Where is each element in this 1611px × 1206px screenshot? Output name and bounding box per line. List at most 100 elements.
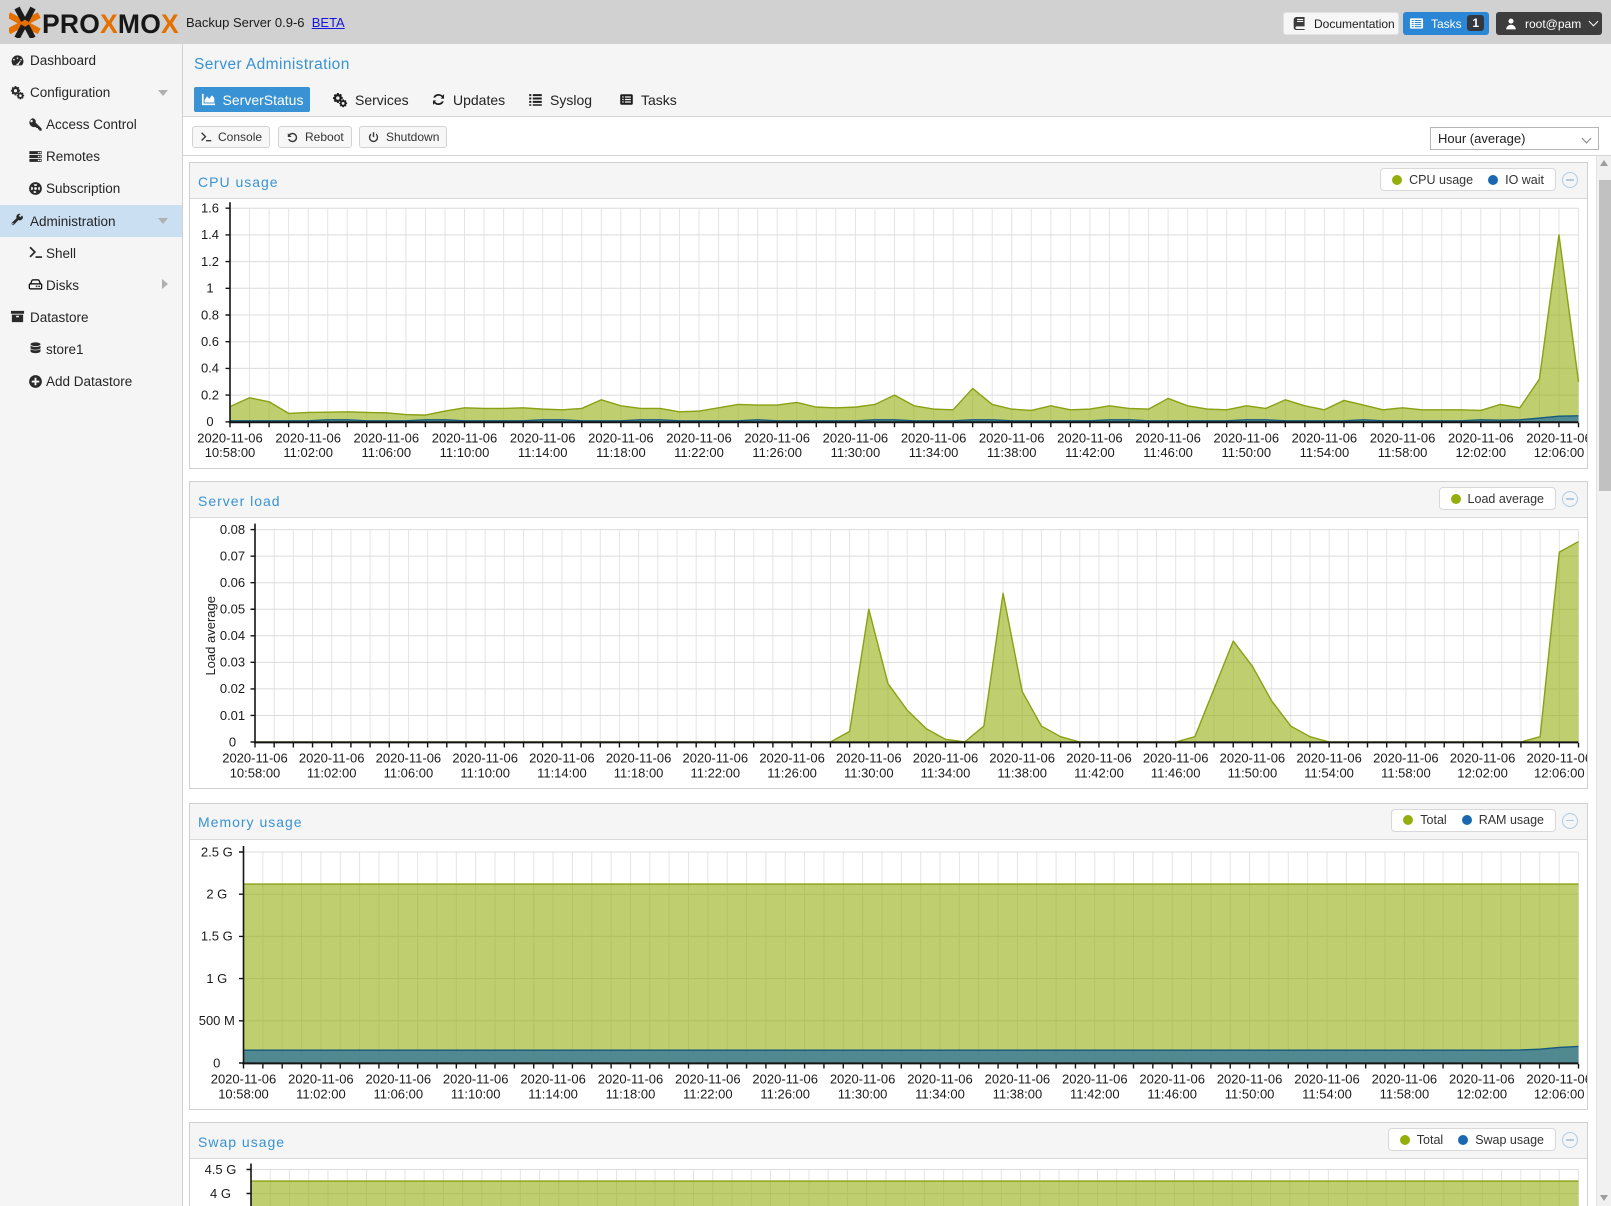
svg-text:2020-11-06: 2020-11-06 xyxy=(901,430,967,445)
svg-text:2020-11-06: 2020-11-06 xyxy=(1220,751,1286,766)
svg-text:11:30:00: 11:30:00 xyxy=(844,765,894,780)
svg-text:11:26:00: 11:26:00 xyxy=(752,445,802,460)
svg-text:2020-11-06: 2020-11-06 xyxy=(432,430,498,445)
svg-text:2020-11-06: 2020-11-06 xyxy=(1527,751,1587,766)
svg-text:11:46:00: 11:46:00 xyxy=(1143,445,1193,460)
svg-text:0.05: 0.05 xyxy=(220,602,245,617)
svg-text:1.2: 1.2 xyxy=(201,254,219,269)
svg-text:2020-11-06: 2020-11-06 xyxy=(989,751,1055,766)
svg-text:11:42:00: 11:42:00 xyxy=(1065,445,1115,460)
svg-text:10:58:00: 10:58:00 xyxy=(205,445,256,460)
svg-text:1.5 G: 1.5 G xyxy=(201,928,233,943)
svg-text:0.8: 0.8 xyxy=(201,307,219,322)
svg-text:0: 0 xyxy=(213,1055,220,1070)
svg-text:2 G: 2 G xyxy=(206,886,227,901)
svg-text:1: 1 xyxy=(206,281,213,296)
svg-text:11:38:00: 11:38:00 xyxy=(993,1086,1043,1101)
svg-text:11:22:00: 11:22:00 xyxy=(690,765,740,780)
svg-text:2020-11-06: 2020-11-06 xyxy=(744,430,810,445)
svg-text:PROXMOX: PROXMOX xyxy=(42,9,179,38)
svg-text:2020-11-06: 2020-11-06 xyxy=(759,751,825,766)
svg-text:2020-11-06: 2020-11-06 xyxy=(1296,751,1362,766)
svg-text:2020-11-06: 2020-11-06 xyxy=(907,1071,973,1086)
svg-text:2020-11-06: 2020-11-06 xyxy=(830,1071,896,1086)
svg-text:0.6: 0.6 xyxy=(201,334,219,349)
svg-text:11:26:00: 11:26:00 xyxy=(760,1086,810,1101)
svg-text:11:50:00: 11:50:00 xyxy=(1225,1086,1275,1101)
svg-text:2020-11-06: 2020-11-06 xyxy=(520,1071,586,1086)
svg-text:11:06:00: 11:06:00 xyxy=(384,765,434,780)
svg-text:11:42:00: 11:42:00 xyxy=(1074,765,1124,780)
svg-text:0.06: 0.06 xyxy=(220,575,245,590)
svg-text:2020-11-06: 2020-11-06 xyxy=(1062,1071,1128,1086)
svg-text:0.03: 0.03 xyxy=(220,655,245,670)
svg-text:0.01: 0.01 xyxy=(220,708,245,723)
svg-text:2020-11-06: 2020-11-06 xyxy=(1373,751,1439,766)
svg-text:2020-11-06: 2020-11-06 xyxy=(1449,1071,1515,1086)
svg-text:2020-11-06: 2020-11-06 xyxy=(666,430,732,445)
svg-text:2020-11-06: 2020-11-06 xyxy=(1217,1071,1283,1086)
svg-text:11:18:00: 11:18:00 xyxy=(614,765,664,780)
svg-text:11:54:00: 11:54:00 xyxy=(1300,445,1350,460)
svg-text:2020-11-06: 2020-11-06 xyxy=(979,430,1045,445)
svg-text:2020-11-06: 2020-11-06 xyxy=(197,430,263,445)
svg-text:2020-11-06: 2020-11-06 xyxy=(1526,1071,1587,1086)
svg-text:12:02:00: 12:02:00 xyxy=(1456,1086,1507,1101)
svg-text:2020-11-06: 2020-11-06 xyxy=(1526,430,1587,445)
svg-text:11:58:00: 11:58:00 xyxy=(1378,445,1428,460)
svg-text:11:14:00: 11:14:00 xyxy=(537,765,587,780)
svg-text:11:02:00: 11:02:00 xyxy=(296,1086,346,1101)
svg-text:11:58:00: 11:58:00 xyxy=(1380,1086,1430,1101)
svg-text:2020-11-06: 2020-11-06 xyxy=(354,430,420,445)
svg-text:2020-11-06: 2020-11-06 xyxy=(366,1071,432,1086)
svg-text:11:34:00: 11:34:00 xyxy=(921,765,971,780)
svg-text:11:18:00: 11:18:00 xyxy=(606,1086,656,1101)
svg-text:2020-11-06: 2020-11-06 xyxy=(823,430,889,445)
svg-text:11:34:00: 11:34:00 xyxy=(909,445,959,460)
svg-text:11:14:00: 11:14:00 xyxy=(518,445,568,460)
svg-text:11:26:00: 11:26:00 xyxy=(767,765,817,780)
svg-text:2020-11-06: 2020-11-06 xyxy=(1066,751,1132,766)
svg-text:11:30:00: 11:30:00 xyxy=(838,1086,888,1101)
svg-text:11:42:00: 11:42:00 xyxy=(1070,1086,1120,1101)
svg-text:11:38:00: 11:38:00 xyxy=(997,765,1047,780)
svg-text:2.5 G: 2.5 G xyxy=(201,844,233,859)
svg-text:0: 0 xyxy=(206,414,213,429)
svg-text:2020-11-06: 2020-11-06 xyxy=(1214,430,1280,445)
svg-text:2020-11-06: 2020-11-06 xyxy=(1448,430,1514,445)
svg-text:0: 0 xyxy=(229,734,236,749)
svg-text:2020-11-06: 2020-11-06 xyxy=(1143,751,1209,766)
svg-text:0.4: 0.4 xyxy=(201,361,219,376)
svg-text:11:06:00: 11:06:00 xyxy=(361,445,411,460)
svg-text:4.5 G: 4.5 G xyxy=(205,1162,237,1177)
svg-text:2020-11-06: 2020-11-06 xyxy=(1370,430,1436,445)
svg-text:2020-11-06: 2020-11-06 xyxy=(913,751,979,766)
svg-text:11:18:00: 11:18:00 xyxy=(596,445,646,460)
svg-text:4 G: 4 G xyxy=(210,1186,231,1201)
svg-text:11:30:00: 11:30:00 xyxy=(831,445,881,460)
svg-text:12:06:00: 12:06:00 xyxy=(1534,445,1585,460)
svg-text:10:58:00: 10:58:00 xyxy=(218,1086,269,1101)
svg-text:10:58:00: 10:58:00 xyxy=(230,765,281,780)
svg-text:11:02:00: 11:02:00 xyxy=(283,445,333,460)
svg-text:2020-11-06: 2020-11-06 xyxy=(529,751,595,766)
svg-text:12:02:00: 12:02:00 xyxy=(1455,445,1506,460)
svg-text:12:06:00: 12:06:00 xyxy=(1534,765,1585,780)
svg-text:11:46:00: 11:46:00 xyxy=(1147,1086,1197,1101)
svg-text:2020-11-06: 2020-11-06 xyxy=(275,430,341,445)
svg-text:2020-11-06: 2020-11-06 xyxy=(598,1071,664,1086)
svg-text:11:22:00: 11:22:00 xyxy=(674,445,724,460)
svg-text:1 G: 1 G xyxy=(206,970,227,985)
svg-text:11:50:00: 11:50:00 xyxy=(1228,765,1278,780)
svg-text:11:54:00: 11:54:00 xyxy=(1304,765,1354,780)
svg-text:2020-11-06: 2020-11-06 xyxy=(376,751,442,766)
svg-text:0.2: 0.2 xyxy=(201,387,219,402)
svg-text:11:38:00: 11:38:00 xyxy=(987,445,1037,460)
svg-text:0.02: 0.02 xyxy=(220,681,245,696)
svg-text:0.07: 0.07 xyxy=(220,549,245,564)
svg-text:2020-11-06: 2020-11-06 xyxy=(1294,1071,1360,1086)
svg-text:1.6: 1.6 xyxy=(201,201,219,216)
svg-text:2020-11-06: 2020-11-06 xyxy=(443,1071,509,1086)
svg-text:2020-11-06: 2020-11-06 xyxy=(1450,751,1516,766)
svg-text:2020-11-06: 2020-11-06 xyxy=(222,751,288,766)
